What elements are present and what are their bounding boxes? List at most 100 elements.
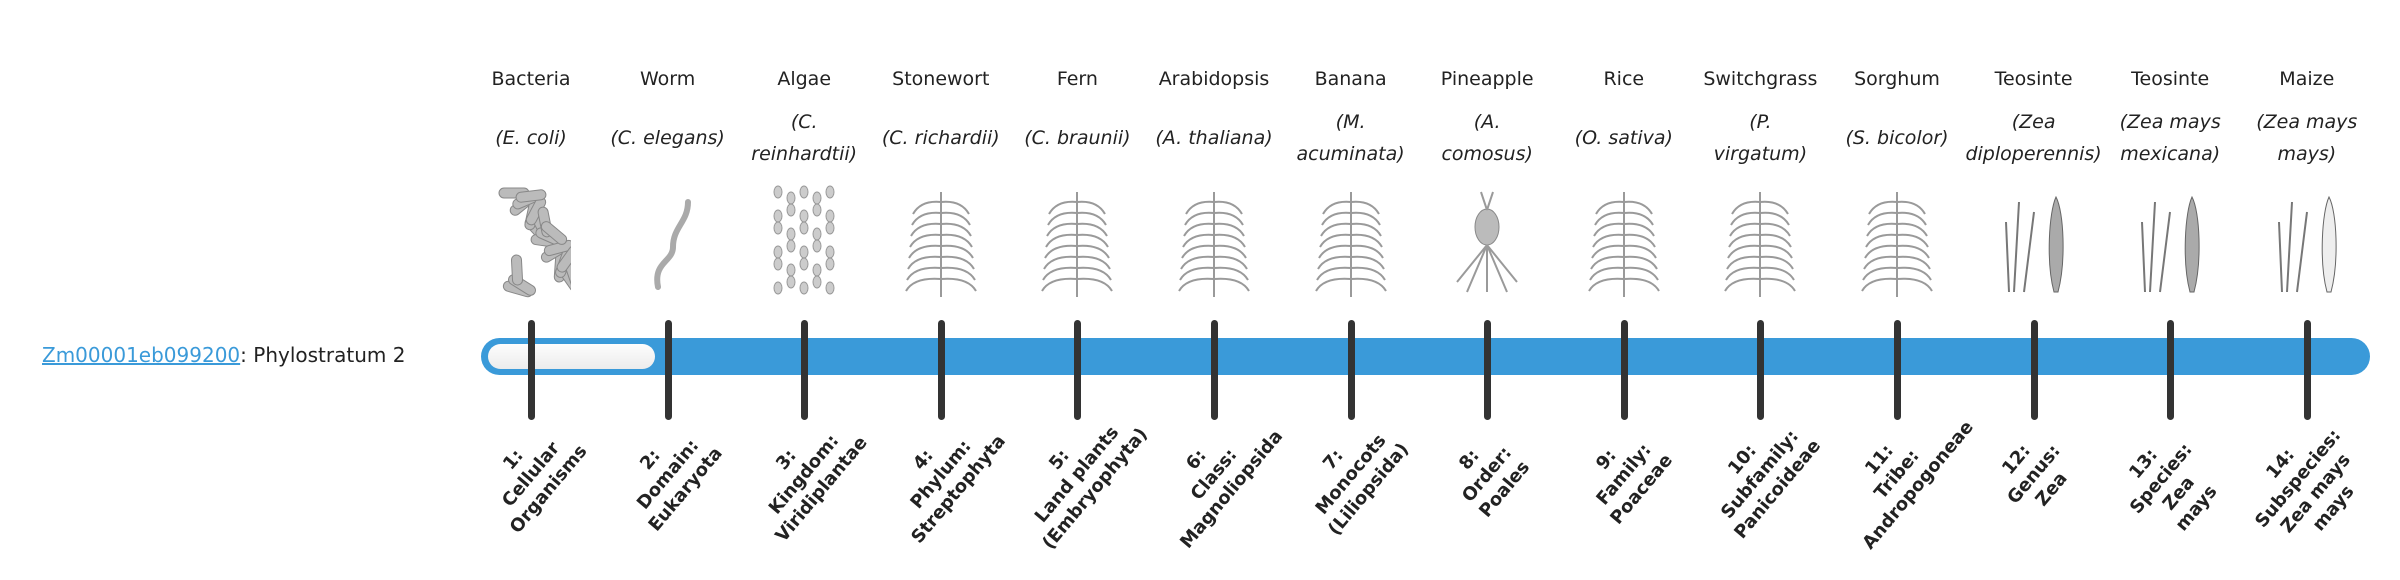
species-line: (A. thaliana): [1155, 127, 1273, 149]
organism-name: Arabidopsis: [1158, 68, 1270, 90]
organism-species: (C. braunii): [1007, 100, 1147, 176]
gene-id-link[interactable]: Zm00001eb099200: [42, 343, 241, 367]
stratum-label: 13: Species: Zea mays: [2087, 399, 2254, 573]
stratum-label: 8: Order: Poales: [1413, 395, 1562, 554]
species-line: (Zea mays: [2119, 111, 2221, 133]
bacteria-illustration: [498, 187, 571, 298]
teosinte-illustration: [2141, 195, 2200, 293]
species-line: (Zea mays: [2256, 111, 2358, 133]
organism-species: (C. richardii): [871, 100, 1011, 176]
pineapple-illustration: [1456, 191, 1518, 293]
maize-illustration: [2277, 195, 2337, 293]
species-line: (Zea: [2011, 111, 2056, 133]
stratum-tick: [1347, 320, 1355, 420]
stratum-tick: [1074, 320, 1082, 420]
organism-species: (C. reinhardtii): [734, 100, 874, 176]
stratum-tick: [937, 320, 945, 420]
organism-name: Worm: [639, 68, 696, 90]
organism-name: Pineapple: [1440, 68, 1534, 90]
organism-column: Arabidopsis (A. thaliana): [1144, 64, 1284, 302]
organism-species: (P. virgatum): [1690, 100, 1830, 176]
stratum-tick: [664, 320, 672, 420]
species-line: (C. elegans): [610, 127, 725, 149]
organism-species: (S. bicolor): [1827, 100, 1967, 176]
organism-species: (Zea mays mexicana): [2100, 100, 2240, 176]
progress-fill: [488, 344, 655, 369]
organism-species: (O. sativa): [1554, 100, 1694, 176]
species-line: (M.: [1335, 111, 1366, 133]
stratum-tick: [1894, 320, 1901, 420]
organism-name: Algae: [777, 68, 832, 90]
switchgrass-illustration: [1724, 192, 1797, 297]
arabidopsis-illustration: [1178, 192, 1250, 297]
stratum-tick: [801, 320, 809, 420]
organism-name: Switchgrass: [1703, 68, 1818, 90]
stratum-tick: [1484, 320, 1492, 420]
species-line: (C. richardii): [881, 127, 1000, 149]
species-line: (C.: [790, 111, 818, 133]
worm-illustration: [653, 199, 691, 290]
organism-column: Teosinte (Zea diploperennis): [1964, 64, 2104, 302]
stratum-label: 11: Tribe: Andropogoneae: [1822, 395, 1977, 554]
species-line: virgatum): [1713, 143, 1808, 165]
organism-name: Sorghum: [1854, 68, 1940, 90]
organism-name: Banana: [1314, 68, 1387, 90]
stratum-tick: [1757, 320, 1765, 420]
species-line: (P.: [1749, 111, 1772, 133]
stratum-label: 5: Land plants (Embryophyta): [1003, 395, 1152, 554]
species-line: comosus): [1441, 143, 1533, 165]
teosinte-illustration: [2004, 195, 2064, 293]
species-line: reinhardtii): [751, 143, 858, 165]
stratum-tick: [2303, 320, 2311, 420]
species-line: (A.: [1473, 111, 1501, 133]
species-line: (C. braunii): [1024, 127, 1131, 149]
sorghum-illustration: [1861, 192, 1933, 297]
organism-column: Bacteria (E. coli): [461, 64, 601, 302]
organism-column: Banana (M. acuminata): [1281, 64, 1421, 302]
organism-name: Stonewort: [892, 68, 990, 90]
stratum-tick: [1211, 320, 1218, 420]
organism-name: Teosinte: [1994, 68, 2073, 90]
species-line: diploperennis): [1965, 143, 2102, 165]
stratum-label: 6: Class: Magnoliopsida: [1139, 395, 1288, 554]
organism-name: Bacteria: [491, 68, 571, 90]
organism-species: (A. comosus): [1417, 100, 1557, 176]
organism-column: Teosinte (Zea mays mexicana): [2100, 64, 2240, 302]
rice-illustration: [1587, 192, 1660, 297]
algae-illustration: [773, 185, 835, 295]
species-line: mays): [2277, 143, 2337, 165]
species-line: mexicana): [2120, 143, 2221, 165]
stonewort-illustration: [904, 192, 977, 297]
organism-name: Teosinte: [2131, 68, 2210, 90]
organism-column: Maize (Zea mays mays): [2237, 64, 2377, 302]
organism-species: (M. acuminata): [1281, 100, 1421, 176]
stratum-label: 3: Kingdom: Viridiplantae: [730, 395, 879, 554]
banana-illustration: [1314, 192, 1387, 297]
species-line: (E. coli): [495, 127, 567, 149]
phylostratum-text: : Phylostratum 2: [240, 343, 406, 367]
organism-species: (E. coli): [461, 100, 601, 176]
organism-species: (Zea diploperennis): [1964, 100, 2104, 176]
stratum-tick: [1620, 320, 1628, 420]
organism-species: (A. thaliana): [1144, 100, 1284, 176]
gene-phylostratum-label: Zm00001eb099200: Phylostratum 2: [42, 340, 405, 370]
organism-species: (C. elegans): [598, 100, 738, 176]
stratum-tick: [2167, 320, 2175, 420]
organism-column: Switchgrass (P. virgatum): [1690, 64, 1830, 302]
stratum-tick: [2030, 320, 2038, 420]
organism-name: Fern: [1056, 68, 1098, 90]
organism-column: Stonewort (C. richardii): [871, 64, 1011, 302]
organism-name: Maize: [2279, 68, 2335, 90]
stratum-label: 14: Subspecies: Zea mays mays: [2223, 399, 2390, 573]
phylostratum-progress-bar: [481, 338, 2370, 375]
stratum-label: 10: Subfamily: Panicoideae: [1686, 395, 1835, 554]
fern-illustration: [1041, 192, 1114, 297]
organism-column: Fern (C. braunii): [1007, 64, 1147, 302]
organism-column: Algae (C. reinhardtii): [734, 64, 874, 302]
species-line: (S. bicolor): [1845, 127, 1949, 149]
organism-column: Sorghum (S. bicolor): [1827, 64, 1967, 302]
species-line: acuminata): [1296, 143, 1405, 165]
organism-column: Pineapple (A. comosus): [1417, 64, 1557, 302]
stratum-tick: [528, 320, 535, 420]
species-line: (O. sativa): [1574, 127, 1673, 149]
